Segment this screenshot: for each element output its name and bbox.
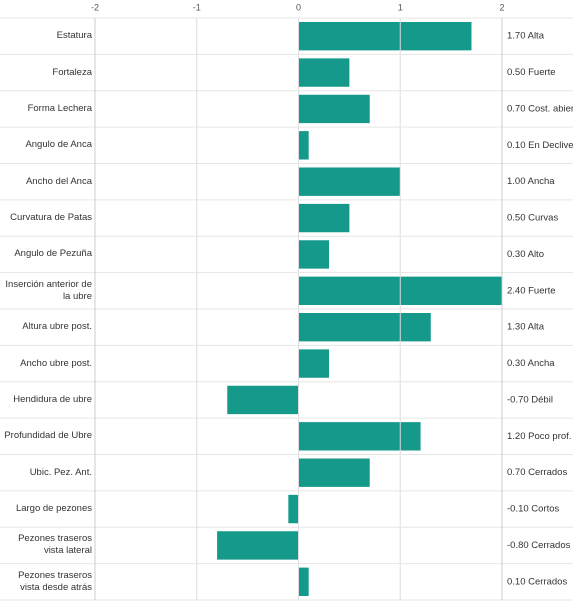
value-label: 1.20 Poco prof.: [507, 431, 571, 442]
bar: [227, 385, 299, 415]
category-label: Forma Lechera: [27, 102, 92, 114]
category-label: Hendidura de ubre: [13, 393, 92, 405]
value-label: 2.40 Fuerte: [507, 285, 556, 296]
value-label: 0.70 Cerrados: [507, 467, 567, 478]
x-tick-label: 2: [499, 2, 504, 12]
category-label: Pezones traseros vista lateral: [18, 533, 92, 557]
bar: [298, 313, 431, 342]
value-label: 0.50 Curvas: [507, 213, 558, 224]
category-label: Inserción anterior de la ubre: [5, 278, 92, 302]
category-label: Curvatura de Patas: [10, 212, 92, 224]
category-label: Angulo de Pezuña: [14, 248, 92, 260]
category-label: Ancho del Anca: [25, 175, 92, 187]
category-label: Ubic. Pez. Ant.: [29, 466, 92, 478]
x-tick-label: 0: [296, 2, 301, 12]
value-label: 0.30 Ancha: [507, 358, 555, 369]
category-label: Largo de pezones: [15, 503, 92, 515]
x-tick-label: 1: [398, 2, 403, 12]
bar: [217, 531, 299, 560]
category-label: Angulo de Anca: [25, 139, 92, 151]
category-label: Profundidad de Ubre: [4, 430, 92, 442]
value-label: 0.30 Alto: [507, 249, 544, 260]
value-label: 0.10 En Declive: [507, 140, 573, 151]
category-label: Estatura: [56, 30, 92, 42]
bars: [217, 22, 502, 596]
value-label: 1.00 Ancha: [507, 176, 555, 187]
bar: [298, 22, 472, 51]
bar: [288, 494, 299, 524]
bar: [298, 458, 370, 487]
value-label: -0.70 Débil: [507, 394, 553, 405]
bar: [298, 203, 350, 233]
value-label: 1.70 Alta: [507, 31, 545, 42]
value-label: 0.10 Cerrados: [507, 576, 567, 587]
value-label: -0.10 Cortos: [507, 504, 560, 515]
bar: [298, 349, 330, 378]
value-label: -0.80 Cerrados: [507, 540, 571, 551]
bar: [298, 131, 309, 160]
value-label: 0.50 Fuerte: [507, 67, 556, 78]
bar: [298, 167, 401, 196]
category-label: Ancho ubre post.: [20, 357, 92, 369]
value-label: 1.30 Alta: [507, 322, 545, 333]
bar: [298, 422, 421, 451]
x-tick-label: -2: [91, 2, 99, 12]
x-tick-label: -1: [193, 2, 201, 12]
category-label: Altura ubre post.: [22, 321, 92, 333]
category-label: Pezones traseros vista desde atrás: [18, 569, 92, 593]
bar: [298, 58, 350, 87]
bar: [298, 567, 309, 596]
value-label: 0.70 Cost. abierto: [507, 103, 573, 114]
bar: [298, 240, 330, 269]
bar: [298, 94, 370, 124]
category-label: Fortaleza: [52, 66, 92, 78]
